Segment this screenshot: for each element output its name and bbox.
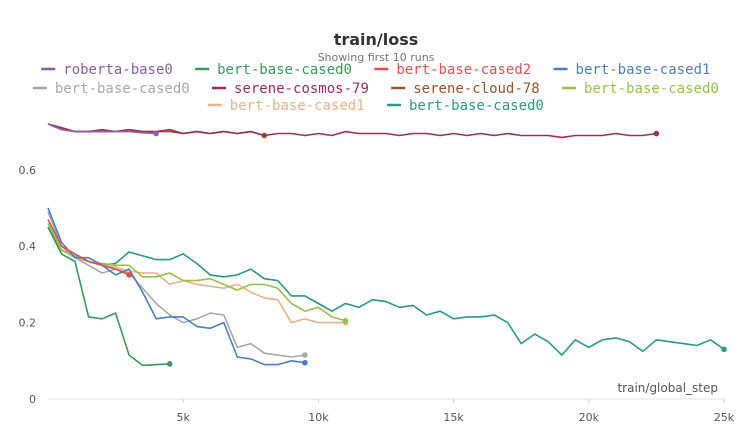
- series-line[interactable]: [47, 123, 157, 135]
- x-axis-title: train/global_step: [617, 381, 718, 395]
- chart-title: train/loss: [334, 30, 419, 49]
- legend-item[interactable]: bert-base-cased1: [207, 98, 365, 114]
- chart-subtitle: Showing first 10 runs: [318, 51, 435, 64]
- legend-label: bert-base-cased0: [217, 62, 352, 78]
- series-line[interactable]: [47, 226, 725, 356]
- legend-label: bert-base-cased2: [396, 62, 531, 78]
- x-axis-ticks: 5k 10k 15k 20k 25k: [177, 399, 735, 424]
- series-line[interactable]: [47, 226, 170, 367]
- x-tick-label: 10k: [308, 411, 329, 424]
- legend-item[interactable]: serene-cosmos-79: [212, 81, 369, 97]
- legend-item[interactable]: bert-base-cased0: [387, 98, 544, 114]
- x-tick-label: 20k: [579, 411, 600, 424]
- series-end-point[interactable]: [166, 361, 173, 367]
- series-line[interactable]: [47, 207, 306, 366]
- series-line[interactable]: [47, 222, 346, 324]
- y-tick-label: 0.4: [19, 240, 37, 253]
- legend-label: bert-base-cased0: [55, 81, 190, 97]
- legend[interactable]: roberta-base0 bert-base-cased0 bert-base-c…: [32, 62, 719, 114]
- y-tick-label: 0.2: [19, 317, 37, 330]
- legend-label: roberta-base0: [63, 62, 173, 78]
- x-tick-label: 25k: [714, 411, 735, 424]
- legend-item[interactable]: bert-base-cased2: [374, 62, 531, 78]
- legend-item[interactable]: bert-base-cased0: [561, 81, 719, 97]
- x-tick-label: 15k: [443, 411, 464, 424]
- series-line[interactable]: [47, 219, 130, 276]
- series-end-point[interactable]: [342, 317, 349, 324]
- series-end-point[interactable]: [653, 130, 660, 137]
- series-end-point[interactable]: [302, 359, 308, 366]
- legend-label: bert-base-cased1: [576, 62, 711, 78]
- legend-item[interactable]: bert-base-cased0: [32, 81, 190, 97]
- legend-item[interactable]: serene-cloud-78: [391, 81, 540, 97]
- legend-item[interactable]: roberta-base0: [41, 62, 173, 78]
- legend-label: bert-base-cased0: [409, 98, 544, 114]
- plot-area[interactable]: [47, 123, 727, 367]
- legend-item[interactable]: bert-base-cased0: [195, 62, 352, 78]
- legend-label: bert-base-cased1: [230, 98, 365, 114]
- series-end-point[interactable]: [126, 272, 132, 278]
- series-line[interactable]: [47, 123, 657, 139]
- series-end-point[interactable]: [153, 130, 159, 137]
- y-tick-label: 0: [29, 393, 36, 406]
- legend-label: serene-cloud-78: [413, 81, 539, 97]
- y-tick-label: 0.6: [19, 164, 37, 177]
- series-end-point[interactable]: [721, 346, 727, 353]
- series-end-point[interactable]: [302, 352, 308, 358]
- x-tick-label: 5k: [177, 411, 191, 424]
- legend-item[interactable]: bert-base-cased1: [553, 62, 711, 78]
- y-axis-ticks: 0 0.2 0.4 0.6: [19, 164, 37, 406]
- series-line[interactable]: [47, 222, 346, 322]
- legend-label: serene-cosmos-79: [234, 81, 369, 97]
- series-line[interactable]: [47, 211, 306, 358]
- legend-label: bert-base-cased0: [584, 81, 719, 97]
